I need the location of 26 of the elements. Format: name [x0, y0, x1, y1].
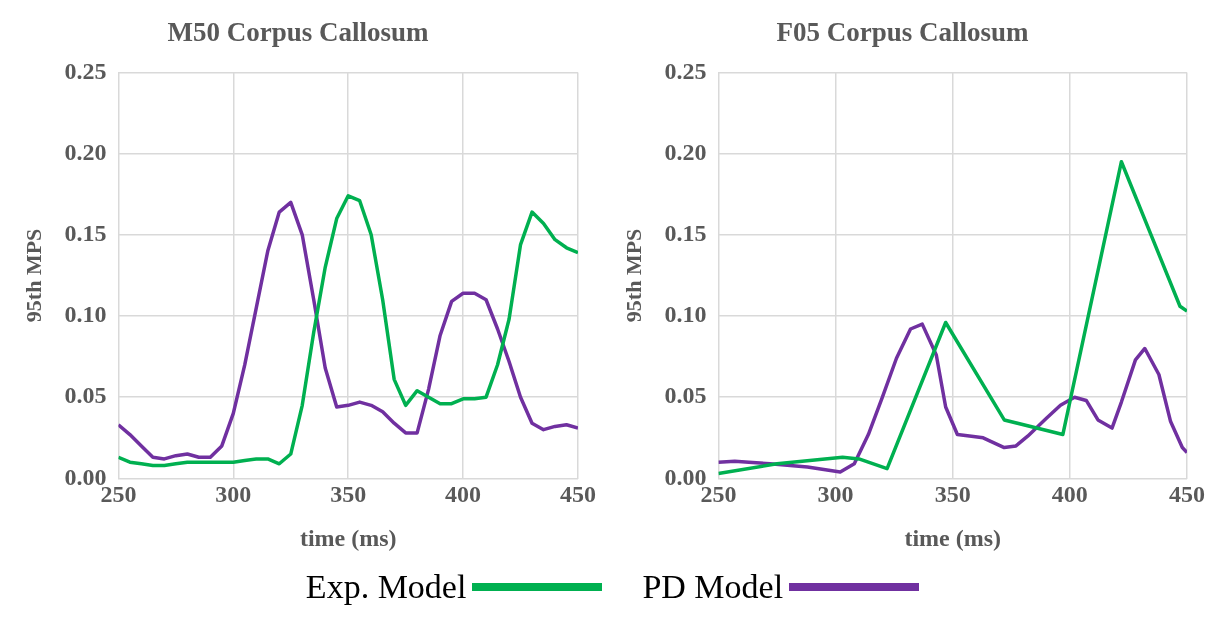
x-tick-label: 450: [1169, 481, 1205, 507]
y-tick-label: 0.10: [64, 301, 107, 328]
x-tick-label: 450: [560, 481, 596, 507]
y-tick-label: 0.15: [664, 220, 707, 246]
legend-label: Exp. Model: [305, 568, 467, 606]
y-tick-label: 0.05: [64, 382, 107, 409]
x-tick-label: 300: [215, 481, 252, 507]
y-tick-label: 0.10: [664, 301, 707, 328]
y-tick-label: 0.05: [664, 382, 707, 409]
x-tick-label: 400: [445, 481, 482, 507]
x-axis-title: time (ms): [904, 524, 1002, 551]
y-tick-label: 0.20: [664, 138, 707, 165]
x-axis-title: time (ms): [299, 524, 397, 551]
y-tick-label: 0.20: [64, 138, 107, 165]
y-axis-title: 95th MPS: [620, 228, 646, 323]
y-tick-label: 0.25: [64, 57, 107, 84]
chart-title: F05 Corpus Callosum: [776, 17, 1030, 48]
x-tick-label: 350: [934, 481, 971, 507]
y-axis-title: 95th MPS: [20, 228, 46, 323]
legend-label: PD Model: [642, 568, 784, 606]
chart-title: M50 Corpus Callosum: [167, 17, 430, 48]
x-tick-label: 350: [330, 481, 367, 507]
x-tick-label: 300: [817, 481, 854, 507]
y-tick-label: 0.15: [64, 220, 107, 246]
y-tick-label: 0.25: [664, 57, 707, 84]
x-tick-label: 400: [1051, 481, 1088, 507]
